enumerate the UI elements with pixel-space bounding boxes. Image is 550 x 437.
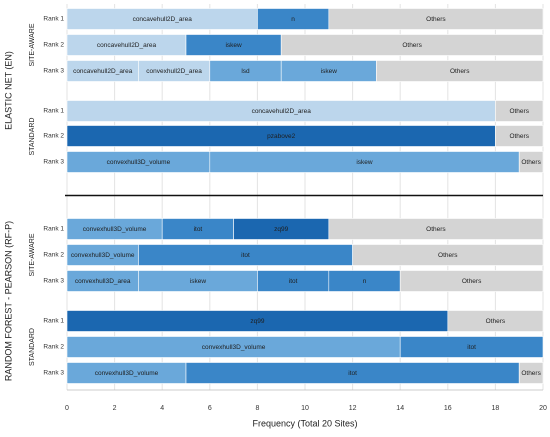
x-tick-label: 8 bbox=[255, 405, 259, 412]
segment-label: convexhull3D_volume bbox=[83, 226, 147, 233]
rank-label: Rank 3 bbox=[43, 278, 64, 285]
x-axis: 0 2 4 6 8 10 12 14 16 18 20 Frequency (Total 20 Sit… bbox=[65, 389, 547, 428]
rank-label: Rank 1 bbox=[43, 318, 64, 325]
segment-label: zq99 bbox=[274, 226, 288, 233]
segment-label: Others bbox=[486, 318, 506, 325]
segment-label: n bbox=[291, 16, 295, 23]
x-tick-label: 14 bbox=[396, 405, 404, 412]
bar-segment bbox=[399, 270, 544, 292]
model-label: ELASTIC NET (EN) bbox=[3, 51, 13, 130]
x-tick-label: 0 bbox=[65, 405, 69, 412]
segment-label: concavehull2D_area bbox=[133, 16, 193, 23]
segment-label: Others bbox=[402, 42, 422, 49]
rank-label: Rank 3 bbox=[43, 159, 64, 166]
segment-label: Others bbox=[438, 252, 458, 259]
rank-label: Rank 1 bbox=[43, 226, 64, 233]
segment-label: itot bbox=[348, 370, 357, 377]
segment-label: concavehull2D_area bbox=[252, 108, 312, 115]
segment-label: zq99 bbox=[250, 318, 264, 325]
segment-label: Others bbox=[426, 16, 446, 23]
segment-label: iskew bbox=[356, 159, 373, 166]
x-tick-label: 10 bbox=[301, 405, 309, 412]
segment-label: concavehull2D_area bbox=[73, 68, 133, 75]
rank-label: Rank 2 bbox=[43, 42, 64, 49]
segment-label: convexhull2D_area bbox=[146, 68, 202, 75]
segment-label: Others bbox=[450, 68, 470, 75]
segment-label: convexhull3D_volume bbox=[202, 344, 266, 351]
bar-segment bbox=[447, 310, 544, 332]
bar-segment bbox=[352, 244, 544, 266]
label-layer: ELASTIC NET (EN) SITE-AWARE Rank 1 concaveh… bbox=[3, 16, 541, 381]
rank-label: Rank 1 bbox=[43, 108, 64, 115]
bar-segment bbox=[518, 151, 544, 173]
x-tick-label: 20 bbox=[539, 405, 547, 412]
rank-label: Rank 2 bbox=[43, 344, 64, 351]
segment-label: concavehull2D_area bbox=[97, 42, 157, 49]
group-label: STANDARD bbox=[29, 118, 36, 156]
rank-label: Rank 3 bbox=[43, 68, 64, 75]
segment-label: iskew bbox=[321, 68, 338, 75]
segment-label: convexhull3D_volume bbox=[95, 370, 159, 377]
group-label: SITE-AWARE bbox=[29, 233, 36, 276]
segment-label: Others bbox=[509, 133, 529, 140]
segment-label: iskew bbox=[225, 42, 242, 49]
bar-segment bbox=[495, 125, 544, 147]
segment-label: itot bbox=[467, 344, 476, 351]
bar-layer bbox=[66, 8, 544, 384]
rank-label: Rank 3 bbox=[43, 370, 64, 377]
segment-label: convexhull3D_area bbox=[75, 278, 131, 285]
segment-label: Others bbox=[426, 226, 446, 233]
segment-label: Others bbox=[521, 370, 541, 377]
rank-label: Rank 1 bbox=[43, 16, 64, 23]
segment-label: convexhull3D_volume bbox=[107, 159, 171, 166]
segment-label: pzabove2 bbox=[267, 133, 296, 140]
group-label: SITE-AWARE bbox=[29, 23, 36, 66]
segment-label: Others bbox=[462, 278, 482, 285]
segment-label: itot bbox=[241, 252, 250, 259]
segment-label: iskew bbox=[190, 278, 207, 285]
x-tick-label: 4 bbox=[160, 405, 164, 412]
x-tick-label: 6 bbox=[208, 405, 212, 412]
segment-label: convexhull3D_volume bbox=[71, 252, 135, 259]
segment-label: itot bbox=[289, 278, 298, 285]
segment-label: itot bbox=[194, 226, 203, 233]
bar-segment bbox=[328, 8, 544, 30]
group-label: STANDARD bbox=[29, 328, 36, 366]
segment-label: n bbox=[363, 278, 367, 285]
x-tick-label: 12 bbox=[349, 405, 357, 412]
x-tick-label: 16 bbox=[444, 405, 452, 412]
bar-segment bbox=[518, 362, 544, 384]
bar-segment bbox=[495, 100, 544, 122]
rank-label: Rank 2 bbox=[43, 252, 64, 259]
x-tick-label: 18 bbox=[492, 405, 500, 412]
model-label: RANDOM FOREST - PEARSON (RF-P) bbox=[3, 221, 13, 381]
x-axis-title: Frequency (Total 20 Sites) bbox=[252, 418, 357, 428]
segment-label: Others bbox=[521, 159, 541, 166]
rank-label: Rank 2 bbox=[43, 133, 64, 140]
bar-segment bbox=[399, 336, 544, 358]
bar-segment bbox=[280, 34, 544, 56]
segment-label: lsd bbox=[241, 68, 250, 75]
segment-label: Others bbox=[509, 108, 529, 115]
bar-segment bbox=[328, 218, 544, 240]
bar-segment bbox=[376, 60, 544, 82]
x-tick-label: 2 bbox=[113, 405, 117, 412]
